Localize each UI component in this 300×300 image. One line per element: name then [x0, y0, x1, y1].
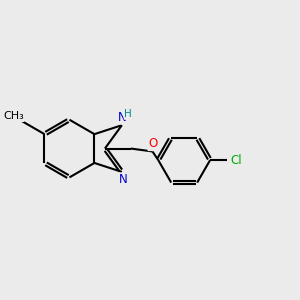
- Text: CH₃: CH₃: [3, 111, 24, 121]
- Text: Cl: Cl: [230, 154, 242, 166]
- Text: N: N: [118, 111, 126, 124]
- Text: O: O: [148, 137, 158, 150]
- Text: H: H: [124, 109, 132, 119]
- Text: N: N: [119, 173, 128, 187]
